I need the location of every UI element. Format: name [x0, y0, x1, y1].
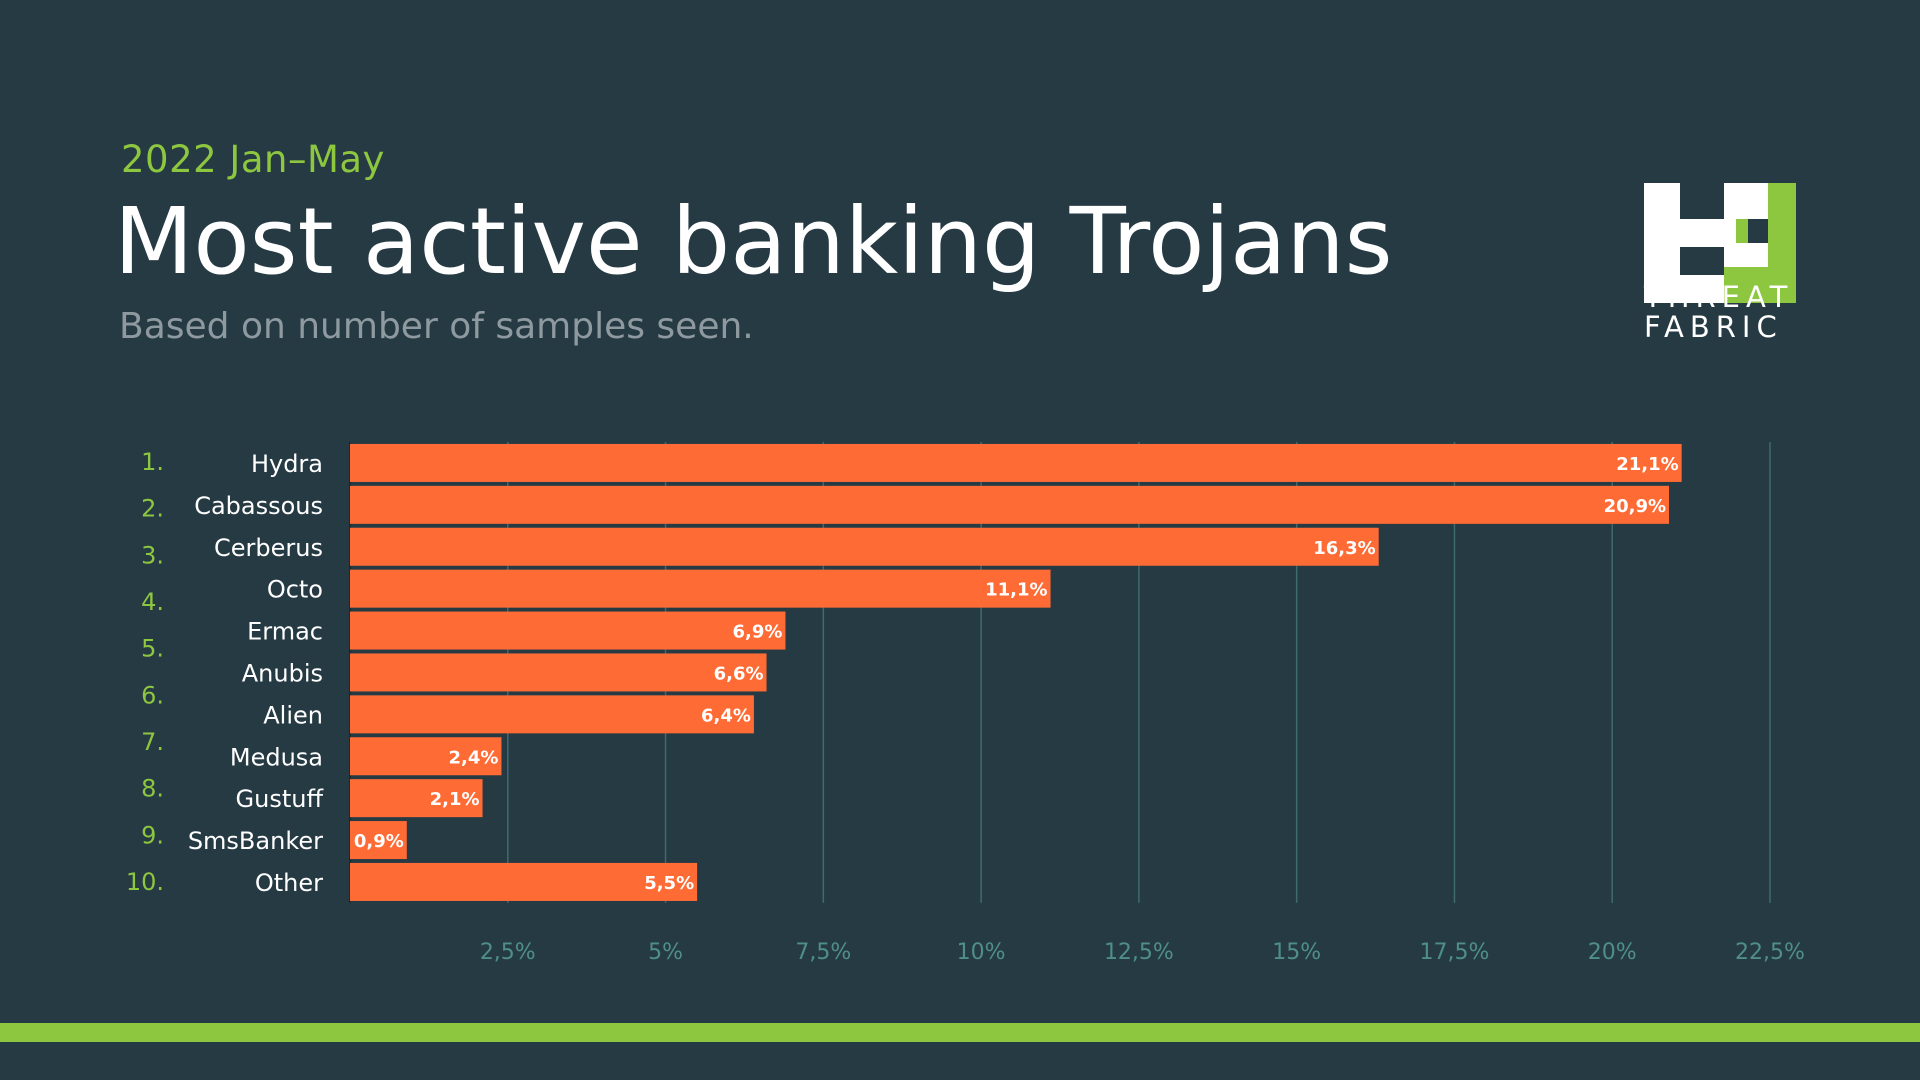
period-label: 2022 Jan–May — [121, 138, 385, 181]
logo-text-threat: THREAT — [1644, 280, 1794, 314]
bar — [350, 527, 1379, 566]
data-label: 6,4% — [701, 705, 751, 726]
bar — [350, 569, 1051, 608]
bar — [350, 821, 407, 860]
category-label: Cabassous — [194, 492, 323, 520]
x-tick-label: 22,5% — [1735, 940, 1805, 965]
data-label: 11,1% — [985, 580, 1047, 601]
rank-label: 9. — [141, 821, 164, 849]
x-tick-label: 2,5% — [480, 940, 536, 965]
x-tick-label: 10% — [957, 940, 1006, 965]
threatfabric-logo-icon — [1644, 183, 1796, 303]
category-label: Medusa — [230, 743, 323, 771]
data-label: 5,5% — [644, 873, 694, 894]
footer-stripe — [0, 1023, 1920, 1042]
rank-label: 4. — [141, 588, 164, 616]
x-tick-label: 12,5% — [1104, 940, 1174, 965]
rank-label: 3. — [141, 541, 164, 569]
bar — [350, 653, 767, 692]
rank-label: 10. — [126, 868, 164, 896]
category-label: Gustuff — [236, 785, 324, 813]
data-label: 2,4% — [449, 747, 499, 768]
rank-label: 2. — [141, 495, 164, 523]
bar — [350, 779, 483, 818]
x-tick-label: 5% — [648, 940, 683, 965]
page-title: Most active banking Trojans — [114, 188, 1393, 295]
data-label: 0,9% — [354, 831, 404, 852]
rank-label: 6. — [141, 681, 164, 709]
page-subtitle: Based on number of samples seen. — [119, 306, 754, 347]
data-label: 6,6% — [714, 663, 764, 684]
rank-label: 7. — [141, 728, 164, 756]
category-label: Anubis — [242, 659, 323, 687]
logo-text-fabric: FABRIC — [1644, 310, 1783, 344]
data-label: 6,9% — [733, 622, 783, 643]
category-label: Cerberus — [214, 534, 323, 562]
data-label: 2,1% — [430, 789, 480, 810]
rank-label: 5. — [141, 635, 164, 663]
bar — [350, 737, 502, 776]
bar — [350, 695, 754, 734]
data-label: 16,3% — [1313, 538, 1375, 559]
x-tick-label: 7,5% — [795, 940, 851, 965]
category-label: Other — [255, 869, 323, 897]
bar — [350, 611, 786, 650]
x-tick-label: 15% — [1272, 940, 1321, 965]
data-label: 20,9% — [1604, 496, 1666, 517]
category-label: Hydra — [251, 450, 323, 478]
data-label: 21,1% — [1616, 454, 1678, 475]
rank-label: 8. — [141, 775, 164, 803]
rank-label: 1. — [141, 448, 164, 476]
category-label: Ermac — [247, 618, 323, 646]
category-label: Octo — [267, 576, 323, 604]
bar — [350, 485, 1670, 524]
x-tick-label: 20% — [1588, 940, 1637, 965]
bar — [350, 862, 698, 901]
category-label: SmsBanker — [188, 827, 323, 855]
category-label: Alien — [263, 701, 323, 729]
x-tick-label: 17,5% — [1419, 940, 1489, 965]
bar — [350, 443, 1682, 482]
